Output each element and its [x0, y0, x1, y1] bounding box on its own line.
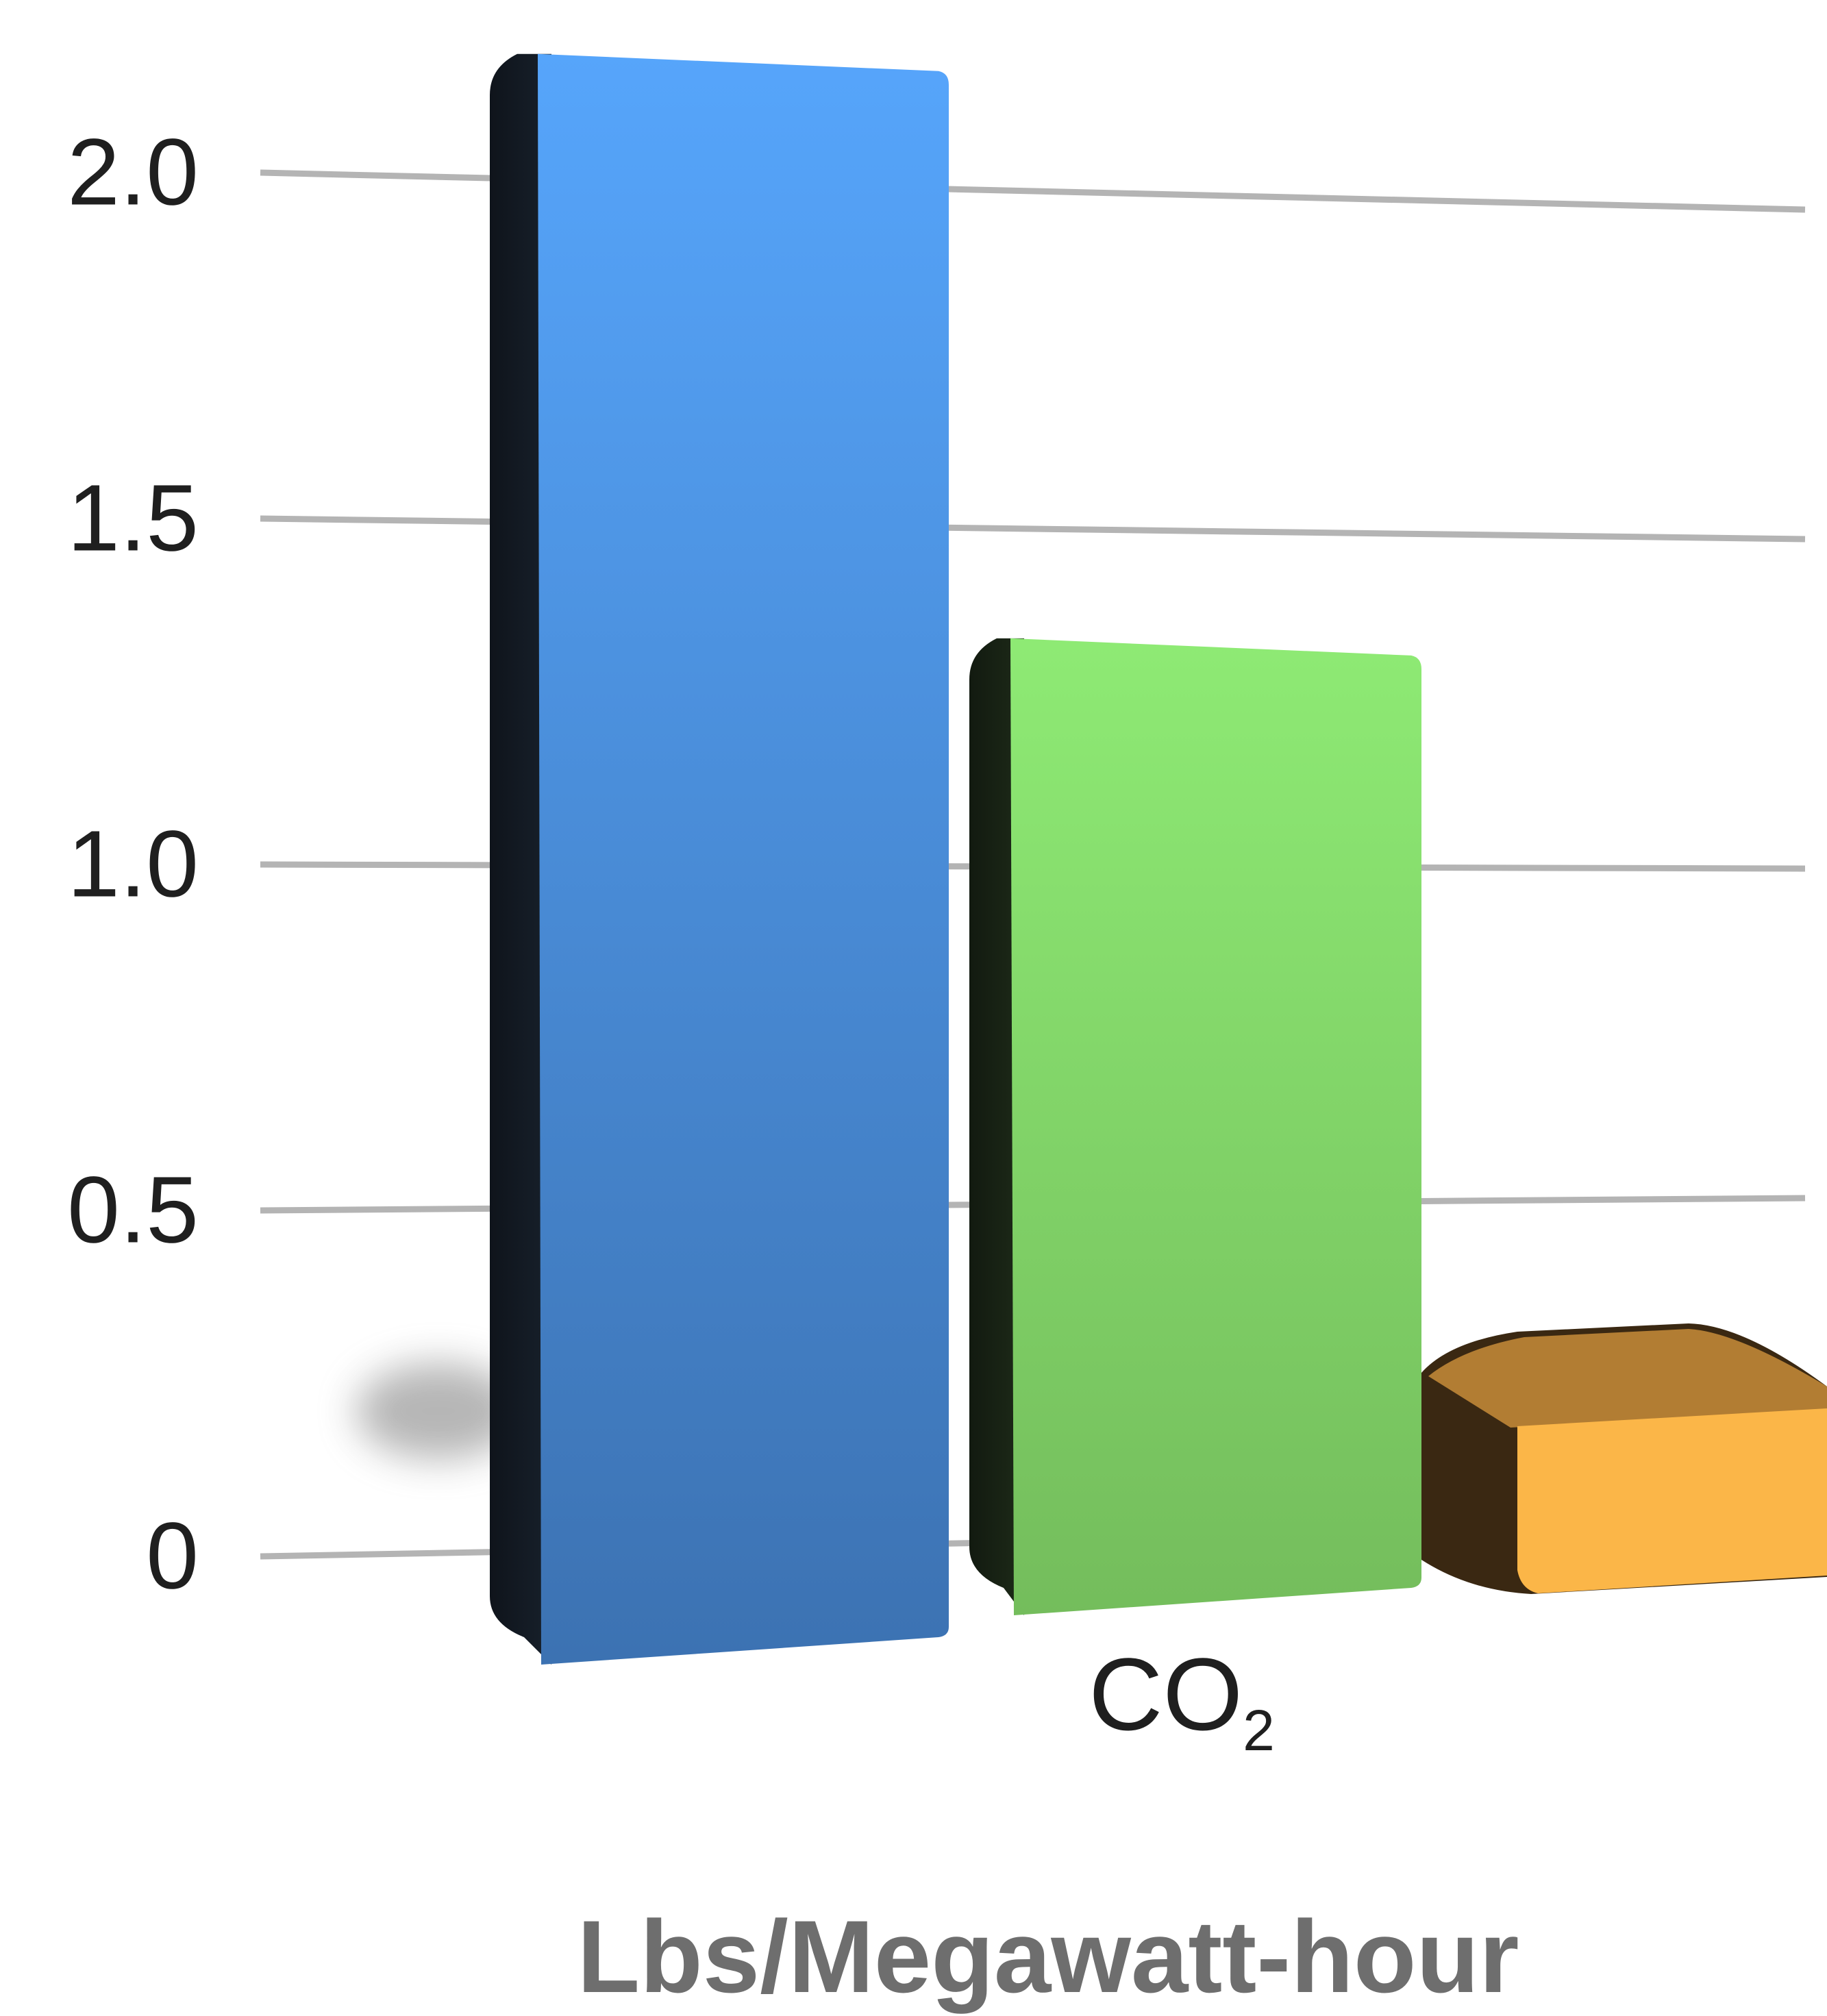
y-tick-label: 1.5: [67, 465, 199, 571]
bars: [490, 53, 1827, 1665]
bar-face: [538, 53, 949, 1665]
y-tick-label: 0.5: [67, 1157, 199, 1262]
y-tick-label: 1.0: [67, 811, 199, 917]
bar-1: [490, 53, 949, 1665]
bar-3: [1421, 1323, 1827, 1594]
y-tick-label: 0: [146, 1503, 199, 1608]
y-tick-labels: 0 0.5 1.0 1.5 2.0: [67, 119, 199, 1608]
bar-face: [1517, 1408, 1827, 1593]
x-category-label: CO2: [1089, 1637, 1275, 1763]
bar-top: [1428, 1328, 1827, 1428]
bar-side: [490, 53, 551, 1665]
bar-shadows: [356, 1363, 521, 1459]
bar-side: [969, 638, 1024, 1616]
y-axis-title: Lbs/Megawatt-hour: [577, 1899, 1519, 2014]
y-tick-label: 2.0: [67, 119, 199, 225]
bar-shadow: [356, 1363, 521, 1459]
bar-2: [969, 638, 1421, 1616]
bar-face: [1010, 638, 1421, 1616]
